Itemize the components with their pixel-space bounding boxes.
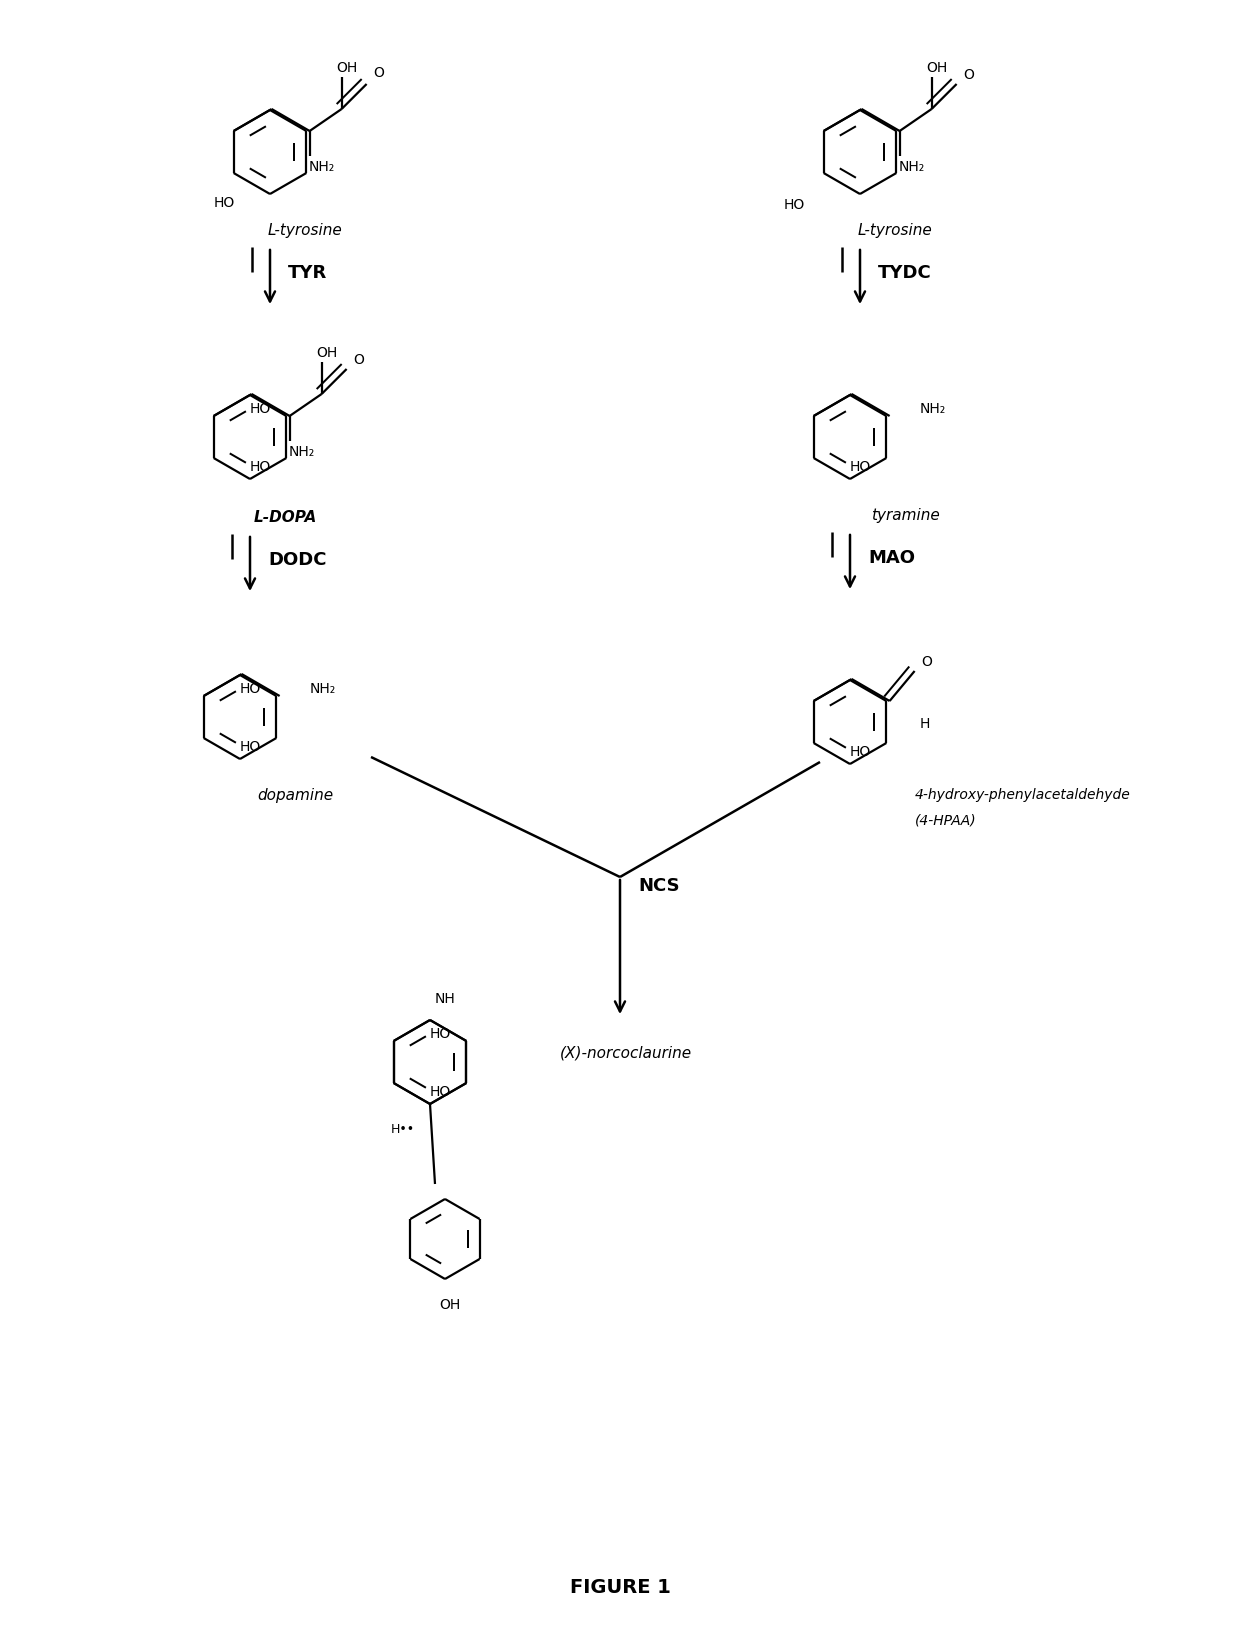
Text: HO: HO: [430, 1027, 451, 1040]
Text: (Χ)-norcoclaurine: (Χ)-norcoclaurine: [560, 1044, 692, 1059]
Text: L-tyrosine: L-tyrosine: [268, 224, 342, 238]
Text: TYR: TYR: [288, 264, 327, 282]
Text: HO: HO: [213, 196, 236, 211]
Text: HO: HO: [241, 739, 262, 754]
Text: HO: HO: [430, 1084, 451, 1098]
Text: (4-HPAA): (4-HPAA): [915, 813, 977, 827]
Text: O: O: [963, 69, 975, 82]
Text: NCS: NCS: [639, 876, 680, 894]
Text: 4-hydroxy-phenylacetaldehyde: 4-hydroxy-phenylacetaldehyde: [915, 788, 1131, 801]
Text: NH₂: NH₂: [920, 401, 946, 416]
Text: NH₂: NH₂: [310, 682, 336, 695]
Text: HO: HO: [250, 401, 272, 416]
Text: DODC: DODC: [268, 550, 326, 568]
Text: NH₂: NH₂: [309, 160, 335, 175]
Text: dopamine: dopamine: [257, 788, 334, 803]
Text: HO: HO: [241, 682, 262, 695]
Text: OH: OH: [336, 60, 357, 75]
Text: HO: HO: [851, 460, 872, 473]
Text: O: O: [373, 65, 384, 80]
Text: L-DOPA: L-DOPA: [253, 511, 316, 526]
Text: tyramine: tyramine: [870, 508, 940, 524]
Text: HO: HO: [250, 460, 272, 473]
Text: OH: OH: [439, 1297, 460, 1310]
Text: NH: NH: [435, 991, 456, 1005]
Text: O: O: [921, 654, 932, 669]
Text: HO: HO: [851, 744, 872, 759]
Text: H: H: [920, 716, 930, 731]
Text: OH: OH: [316, 346, 337, 359]
Text: NH₂: NH₂: [289, 446, 315, 459]
Text: FIGURE 1: FIGURE 1: [569, 1578, 671, 1596]
Text: H••: H••: [391, 1123, 415, 1136]
Text: L-tyrosine: L-tyrosine: [858, 224, 932, 238]
Text: HO: HO: [784, 197, 805, 212]
Text: O: O: [353, 353, 365, 367]
Text: OH: OH: [926, 60, 947, 75]
Text: TYDC: TYDC: [878, 264, 931, 282]
Text: MAO: MAO: [868, 548, 915, 566]
Text: NH₂: NH₂: [899, 160, 925, 175]
